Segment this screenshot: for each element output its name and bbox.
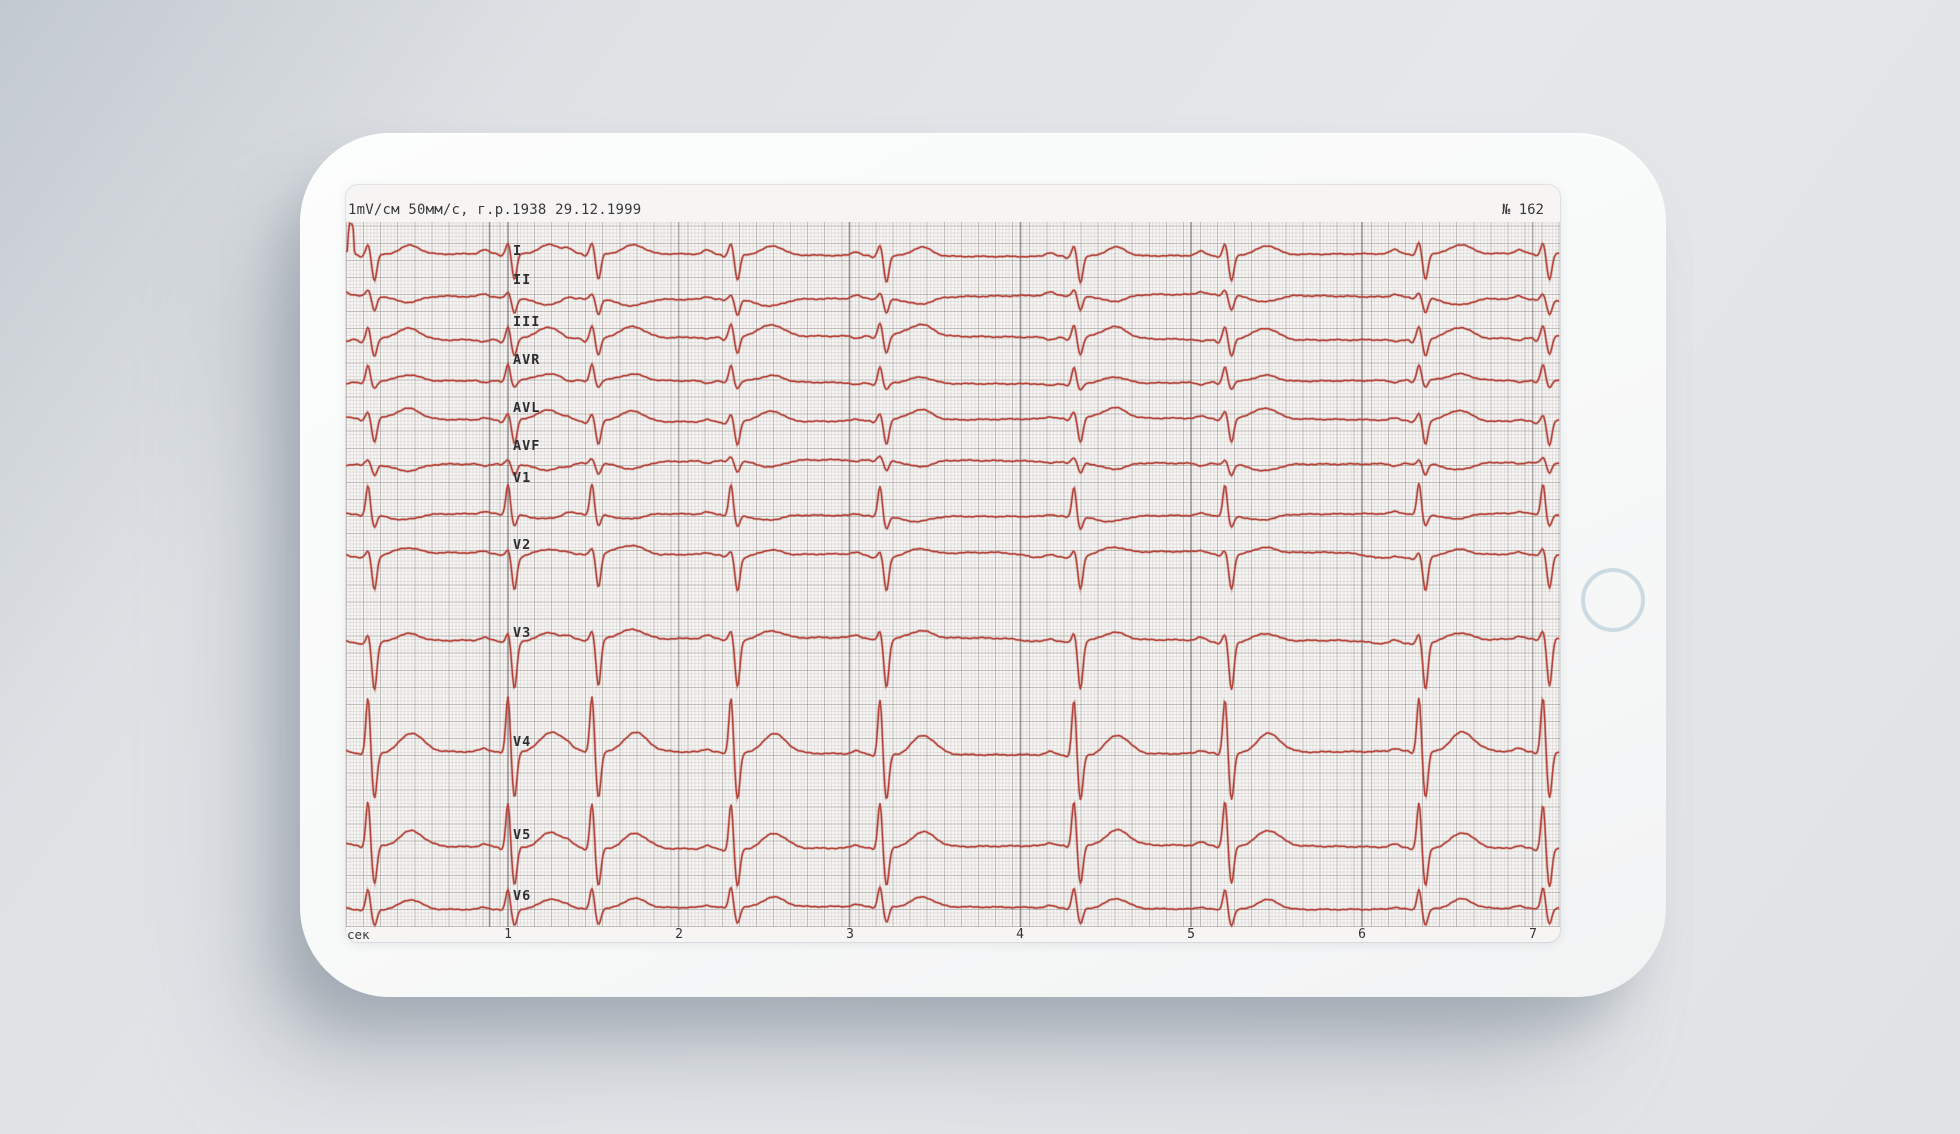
time-tick: 6 — [1358, 927, 1366, 942]
ecg-traces — [346, 220, 1560, 929]
lead-label-v1: V1 — [513, 470, 532, 486]
ecg-trace-iii — [346, 322, 1560, 357]
lead-label-v6: V6 — [513, 888, 532, 904]
ecg-calibration-text: 1mV/см 50мм/с, г.р.1938 29.12.1999 — [348, 202, 642, 218]
ecg-trace-avl — [346, 406, 1560, 447]
ecg-record-number: № 162 — [1501, 202, 1544, 218]
lead-label-i: I — [513, 243, 523, 259]
lead-label-v2: V2 — [513, 537, 532, 553]
lead-label-v4: V4 — [513, 734, 532, 750]
time-axis-unit: сек — [347, 927, 370, 942]
lead-label-avf: AVF — [513, 438, 541, 454]
ecg-trace-i — [346, 222, 1560, 284]
ecg-trace-v5 — [346, 801, 1560, 888]
tablet-device: 1mV/см 50мм/с, г.р.1938 29.12.1999 № 162… — [300, 133, 1666, 997]
home-button[interactable] — [1581, 568, 1645, 632]
ecg-trace-v3 — [346, 628, 1560, 691]
lead-label-avr: AVR — [513, 352, 541, 368]
ecg-trace-v2 — [346, 544, 1560, 592]
ecg-trace-v4 — [346, 696, 1560, 801]
lead-label-ii: II — [513, 272, 532, 288]
ecg-trace-ii — [346, 289, 1560, 316]
lead-label-avl: AVL — [513, 400, 541, 416]
ecg-paper: 1mV/см 50мм/с, г.р.1938 29.12.1999 № 162… — [346, 185, 1560, 942]
time-tick: 2 — [675, 927, 683, 942]
time-tick: 4 — [1016, 927, 1024, 942]
time-tick: 5 — [1187, 927, 1195, 942]
ecg-trace-avf — [346, 455, 1560, 477]
ecg-header: 1mV/см 50мм/с, г.р.1938 29.12.1999 № 162 — [346, 185, 1560, 222]
lead-label-iii: III — [513, 314, 541, 330]
time-tick: 3 — [846, 927, 854, 942]
lead-label-v3: V3 — [513, 625, 532, 641]
ecg-trace-v6 — [346, 886, 1560, 927]
time-axis: сек 1 2 3 4 5 6 7 — [346, 925, 1560, 942]
ecg-trace-v1 — [346, 482, 1560, 530]
lead-label-v5: V5 — [513, 827, 532, 843]
time-tick: 1 — [504, 927, 512, 942]
time-tick: 7 — [1529, 927, 1537, 942]
ecg-trace-avr — [346, 363, 1560, 391]
